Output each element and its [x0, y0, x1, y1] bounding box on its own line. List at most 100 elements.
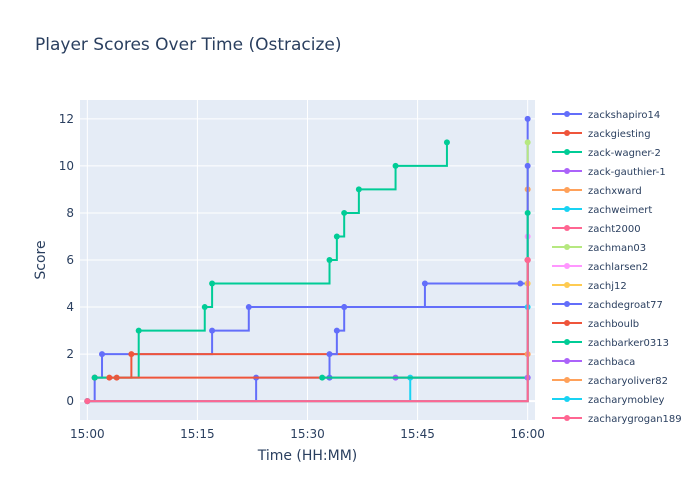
- series-zack-wagner-2: [91, 139, 450, 381]
- legend-label: zachdegroat77: [588, 300, 663, 311]
- y-tick-label: 8: [66, 206, 74, 220]
- data-point: [201, 304, 208, 311]
- data-point: [517, 280, 524, 287]
- legend-swatch-marker: [564, 320, 570, 326]
- legend-label: zachweimert: [588, 205, 652, 216]
- legend-label: zackshapiro14: [588, 110, 660, 121]
- legend-swatch-marker: [564, 396, 570, 402]
- data-point: [128, 351, 135, 358]
- data-point: [245, 304, 252, 311]
- legend-swatch-marker: [564, 377, 570, 383]
- legend-item[interactable]: zachbarker0313: [552, 338, 669, 349]
- legend-item[interactable]: zachxward: [552, 186, 642, 197]
- legend-swatch-marker: [564, 358, 570, 364]
- legend-swatch-marker: [564, 282, 570, 288]
- legend-item[interactable]: zackgiesting: [552, 129, 651, 140]
- legend-label: zachlarsen2: [588, 262, 648, 273]
- data-point: [333, 233, 340, 240]
- series-layer: [84, 115, 531, 405]
- legend-item[interactable]: zacharyoliver82: [552, 376, 668, 387]
- x-tick-label: 15:45: [400, 427, 435, 441]
- series-line: [87, 260, 529, 403]
- y-tick-labels: 0 2 4 6 8 10 12: [59, 112, 74, 408]
- legend-swatch-marker: [564, 168, 570, 174]
- chart-title: Player Scores Over Time (Ostracize): [35, 35, 342, 55]
- legend-swatch-marker: [564, 130, 570, 136]
- legend-item[interactable]: zacharygrogan189: [552, 414, 682, 425]
- legend-item[interactable]: zachlarsen2: [552, 262, 648, 273]
- legend-item[interactable]: zachboulb: [552, 319, 639, 330]
- legend-swatch-marker: [564, 111, 570, 117]
- data-point: [392, 162, 399, 169]
- data-point: [341, 209, 348, 216]
- legend-item[interactable]: zacht2000: [552, 224, 641, 235]
- legend-item[interactable]: zack-gauthier-1: [552, 167, 666, 178]
- legend-label: zachxward: [588, 186, 642, 197]
- y-tick-label: 4: [66, 300, 74, 314]
- x-axis-title: Time (HH:MM): [257, 448, 358, 464]
- y-tick-label: 10: [59, 159, 74, 173]
- data-point: [326, 257, 333, 263]
- legend-item[interactable]: zack-wagner-2: [552, 148, 661, 159]
- legend-label: zack-gauthier-1: [588, 167, 666, 178]
- y-axis-title: Score: [33, 240, 49, 279]
- legend-swatch-marker: [564, 149, 570, 155]
- legend-swatch-marker: [564, 301, 570, 307]
- legend[interactable]: zackshapiro14 zackgiesting zack-wagner-2 za…: [552, 110, 682, 425]
- legend-item[interactable]: zachj12: [552, 281, 627, 292]
- data-point: [209, 327, 216, 334]
- legend-item[interactable]: zachdegroat77: [552, 300, 663, 311]
- legend-label: zack-wagner-2: [588, 148, 661, 159]
- legend-swatch-marker: [564, 263, 570, 269]
- legend-label: zacharyoliver82: [588, 376, 668, 387]
- legend-label: zachman03: [588, 243, 646, 254]
- data-point: [106, 374, 113, 381]
- y-tick-label: 12: [59, 112, 74, 126]
- legend-swatch-marker: [564, 206, 570, 212]
- data-point: [443, 139, 450, 146]
- legend-item[interactable]: zachweimert: [552, 205, 652, 216]
- data-point: [209, 280, 216, 287]
- legend-label: zackgiesting: [588, 129, 651, 140]
- legend-swatch-marker: [564, 415, 570, 421]
- data-point: [84, 398, 91, 405]
- legend-swatch-marker: [564, 339, 570, 345]
- data-point: [524, 139, 531, 146]
- legend-swatch-marker: [564, 225, 570, 231]
- data-point: [355, 186, 362, 193]
- y-tick-label: 0: [66, 394, 74, 408]
- x-tick-labels: 15:00 15:15 15:30 15:45 16:00: [70, 427, 545, 441]
- legend-label: zachboulb: [588, 319, 639, 330]
- y-tick-label: 6: [66, 253, 74, 267]
- data-point: [99, 351, 106, 358]
- data-point: [524, 115, 531, 122]
- legend-swatch-marker: [564, 187, 570, 193]
- x-tick-label: 15:00: [70, 427, 105, 441]
- legend-label: zachbaca: [588, 357, 635, 368]
- data-point: [326, 351, 333, 358]
- legend-swatch-marker: [564, 244, 570, 250]
- data-point: [341, 304, 348, 311]
- legend-item[interactable]: zackshapiro14: [552, 110, 660, 121]
- legend-item[interactable]: zachman03: [552, 243, 646, 254]
- legend-label: zachbarker0313: [588, 338, 669, 349]
- legend-label: zacht2000: [588, 224, 641, 235]
- series-line: [94, 142, 448, 379]
- data-point: [524, 209, 531, 216]
- series-zachdegroat77: [84, 162, 531, 405]
- data-point: [135, 327, 142, 334]
- data-point: [333, 327, 340, 334]
- legend-item[interactable]: zachbaca: [552, 357, 635, 368]
- legend-label: zacharygrogan189: [588, 414, 682, 425]
- series-line: [87, 165, 529, 403]
- legend-label: zacharymobley: [588, 395, 665, 406]
- y-tick-label: 2: [66, 347, 74, 361]
- legend-item[interactable]: zacharymobley: [552, 395, 665, 406]
- legend-label: zachj12: [588, 281, 627, 292]
- x-tick-label: 15:30: [290, 427, 325, 441]
- x-tick-label: 15:15: [180, 427, 215, 441]
- data-point: [91, 374, 98, 381]
- data-point: [421, 280, 428, 287]
- x-tick-label: 16:00: [510, 427, 545, 441]
